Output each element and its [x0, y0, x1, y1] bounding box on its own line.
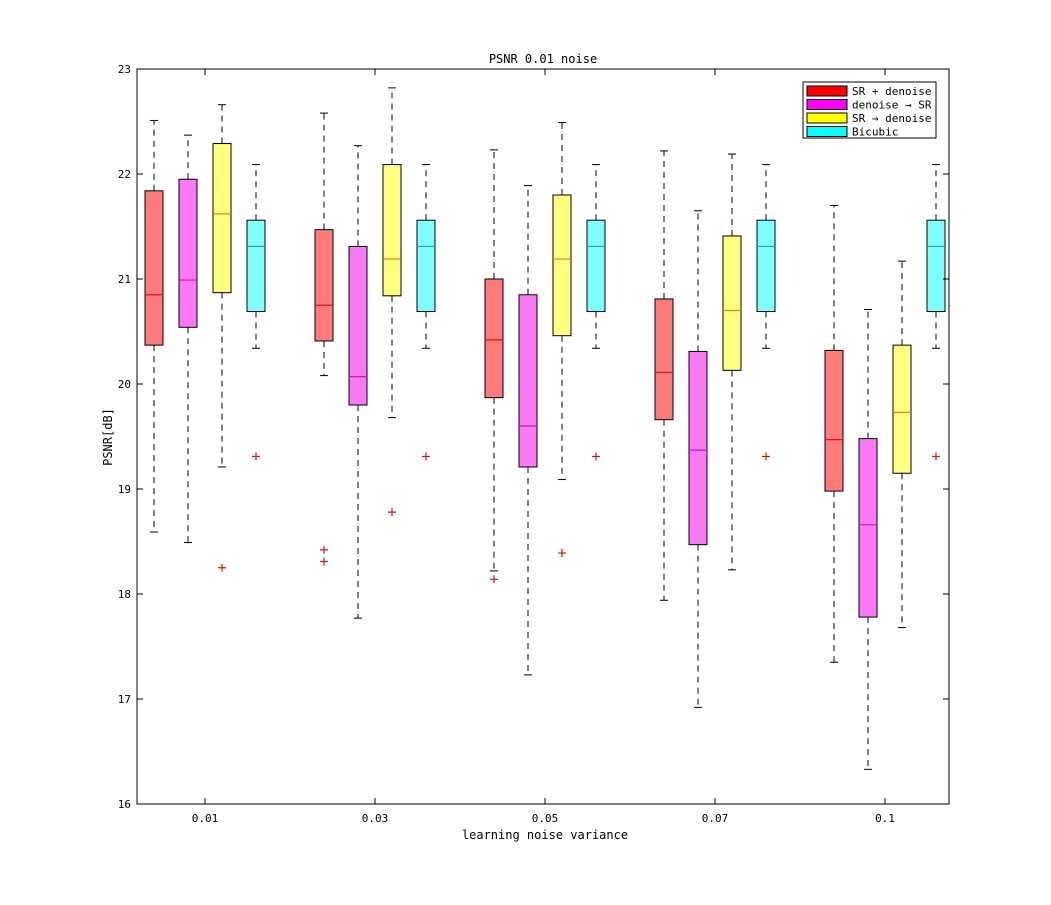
iqr-box [178, 178, 198, 328]
outlier-marker [762, 452, 770, 461]
box-1-3 [688, 210, 708, 708]
iqr-box [654, 298, 674, 421]
box-1-1 [348, 145, 368, 619]
box-1-4 [858, 308, 878, 770]
box-1-0 [178, 134, 198, 544]
outlier-marker [932, 452, 940, 461]
outlier-marker [218, 563, 226, 572]
x-tick-label: 0.01 [192, 812, 219, 825]
box-2-4 [892, 260, 912, 629]
outlier-marker [320, 557, 328, 566]
y-tick-label: 23 [118, 63, 131, 76]
outlier-marker [422, 452, 430, 461]
iqr-box [756, 219, 776, 313]
x-tick-label: 0.05 [532, 812, 559, 825]
iqr-box [212, 143, 232, 294]
y-tick-label: 17 [118, 693, 131, 706]
axes-frame [136, 68, 950, 805]
iqr-box [688, 350, 708, 546]
iqr-box [926, 219, 946, 313]
box-3-4 [926, 164, 946, 461]
plot-area [137, 69, 949, 804]
y-tick-label: 16 [118, 798, 131, 811]
iqr-box [892, 344, 912, 474]
box-3-2 [586, 164, 606, 461]
box-2-0 [212, 104, 232, 572]
iqr-box [314, 229, 334, 342]
plot-marks [144, 87, 946, 770]
y-tick-label: 21 [118, 273, 131, 286]
legend-swatch [806, 112, 848, 124]
outlier-marker [320, 545, 328, 554]
iqr-box [586, 219, 606, 313]
x-axis-label: learning noise variance [462, 828, 628, 842]
x-tick-label: 0.1 [875, 812, 895, 825]
legend-entry-label: denoise → SR [852, 99, 932, 112]
box-0-3 [654, 150, 674, 601]
x-tick-label: 0.03 [362, 812, 389, 825]
iqr-box [518, 294, 538, 468]
iqr-box [552, 194, 572, 337]
iqr-box [824, 349, 844, 492]
box-0-1 [314, 112, 334, 566]
x-tick-label: 0.07 [702, 812, 729, 825]
legend-entry-label: SR → denoise [852, 112, 931, 125]
iqr-box [382, 164, 402, 297]
box-2-2 [552, 122, 572, 558]
legend-swatch [806, 99, 848, 110]
legend-entry-label: SR + denoise [852, 85, 931, 98]
box-3-1 [416, 164, 436, 461]
axes: 16 17 18 19 20 21 22 23 0.01 0.03 0.05 0.07 0.1 [118, 63, 950, 825]
box-3-0 [246, 164, 266, 461]
legend-swatch [806, 126, 848, 137]
legend-entry-label: Bicubic [852, 126, 898, 139]
box-2-3 [722, 153, 742, 571]
outlier-marker [252, 452, 260, 461]
outlier-marker [490, 575, 498, 584]
iqr-box [144, 190, 164, 346]
iqr-box [416, 219, 436, 313]
y-tick-label: 22 [118, 168, 131, 181]
box-0-2 [484, 149, 504, 584]
iqr-box [484, 278, 504, 399]
legend-swatch [806, 85, 848, 97]
chart-title: PSNR 0.01 noise [489, 52, 597, 66]
y-tick-label: 18 [118, 588, 131, 601]
iqr-box [858, 438, 878, 618]
box-0-0 [144, 119, 164, 533]
iqr-box [246, 219, 266, 313]
y-axis-label: PSNR[dB] [101, 408, 115, 466]
box-0-4 [824, 205, 844, 663]
outlier-marker [558, 549, 566, 558]
iqr-box [348, 245, 368, 406]
iqr-box [722, 235, 742, 371]
outlier-marker [388, 508, 396, 517]
box-2-1 [382, 87, 402, 517]
box-1-2 [518, 185, 538, 676]
y-tick-label: 20 [118, 378, 131, 391]
box-3-3 [756, 164, 776, 461]
outlier-marker [592, 452, 600, 461]
y-tick-label: 19 [118, 483, 131, 496]
